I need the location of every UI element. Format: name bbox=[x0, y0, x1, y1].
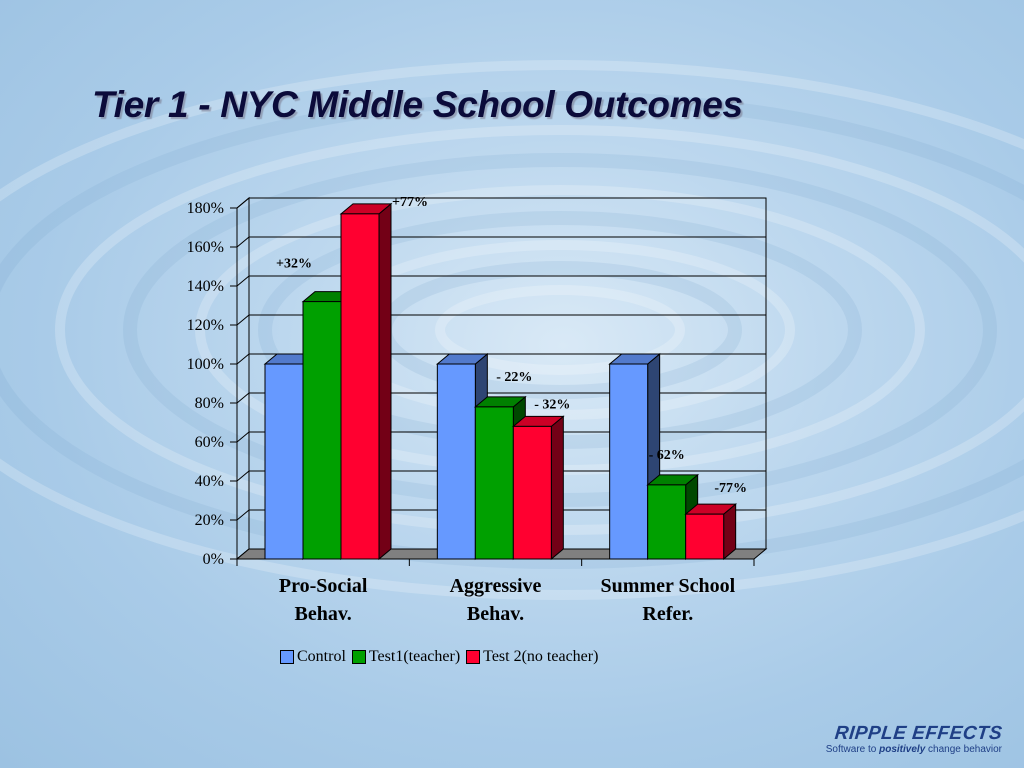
legend-item-test2: Test 2(no teacher) bbox=[466, 648, 598, 666]
y-tick-label: 60% bbox=[195, 434, 224, 451]
y-tick-label: 100% bbox=[187, 356, 224, 373]
legend-label-test1: Test1(teacher) bbox=[368, 648, 461, 665]
brand-tagline: Software to positively change behavior bbox=[826, 744, 1002, 756]
y-tick-label: 40% bbox=[195, 473, 224, 490]
data-annotation: -77% bbox=[714, 481, 747, 496]
chart-legend: Control Test1(teacher) Test 2(no teacher… bbox=[280, 648, 598, 666]
plot-side-wall bbox=[236, 196, 250, 561]
x-category-label: Pro-Social bbox=[279, 575, 368, 597]
legend-item-test1: Test1(teacher) bbox=[351, 648, 461, 666]
legend-item-control: Control bbox=[280, 648, 346, 666]
gridline-side bbox=[236, 236, 250, 248]
brand-tagline-emphasis: positively bbox=[879, 744, 926, 755]
gridline-side bbox=[236, 509, 250, 521]
data-annotation: - 22% bbox=[496, 370, 532, 385]
y-tick-label: 0% bbox=[203, 551, 224, 568]
gridline-side bbox=[236, 353, 250, 365]
bar bbox=[473, 395, 527, 561]
gridline-side bbox=[236, 392, 250, 404]
y-tick-label: 20% bbox=[195, 512, 224, 529]
legend-label-control: Control bbox=[297, 648, 346, 665]
legend-swatch-test2 bbox=[466, 650, 481, 664]
data-annotation: +77% bbox=[392, 195, 428, 210]
gridline-side bbox=[236, 431, 250, 443]
legend-swatch-test1 bbox=[351, 650, 366, 664]
bar bbox=[684, 503, 738, 561]
gridline-side bbox=[236, 470, 250, 482]
data-annotation: - 32% bbox=[534, 397, 570, 412]
x-category-label: Summer School bbox=[601, 575, 736, 597]
data-annotation: +32% bbox=[276, 257, 312, 272]
y-tick-label: 160% bbox=[187, 239, 224, 256]
gridline-side bbox=[236, 197, 250, 209]
bar bbox=[511, 415, 565, 561]
legend-label-test2: Test 2(no teacher) bbox=[483, 648, 599, 665]
bar bbox=[339, 202, 393, 561]
gridline-side bbox=[236, 314, 250, 326]
y-tick-label: 120% bbox=[187, 317, 224, 334]
brand-name: RIPPLE EFFECTS bbox=[833, 723, 1004, 744]
ripple-effects-logo: RIPPLE EFFECTS Software to positively ch… bbox=[826, 723, 1004, 756]
gridline-side bbox=[236, 275, 250, 287]
x-category-label: Aggressive bbox=[450, 575, 542, 597]
y-tick-label: 140% bbox=[187, 278, 224, 295]
legend-swatch-control bbox=[280, 650, 294, 664]
y-tick-label: 180% bbox=[187, 200, 224, 217]
data-annotation: - 62% bbox=[649, 448, 685, 463]
x-category-label: Behav. bbox=[467, 603, 524, 625]
brand-tagline-suffix: change behavior bbox=[925, 744, 1002, 755]
x-category-label: Behav. bbox=[295, 603, 352, 625]
brand-tagline-prefix: Software to bbox=[825, 744, 880, 755]
x-category-label: Refer. bbox=[642, 603, 693, 625]
bar-chart: 0% 20% 40% 60% 80% 100% 120% 140% 160% 180% Pro-So… bbox=[187, 195, 768, 625]
slide-title: Tier 1 - NYC Middle School Outcomes bbox=[92, 84, 743, 125]
y-tick-label: 80% bbox=[195, 395, 224, 412]
